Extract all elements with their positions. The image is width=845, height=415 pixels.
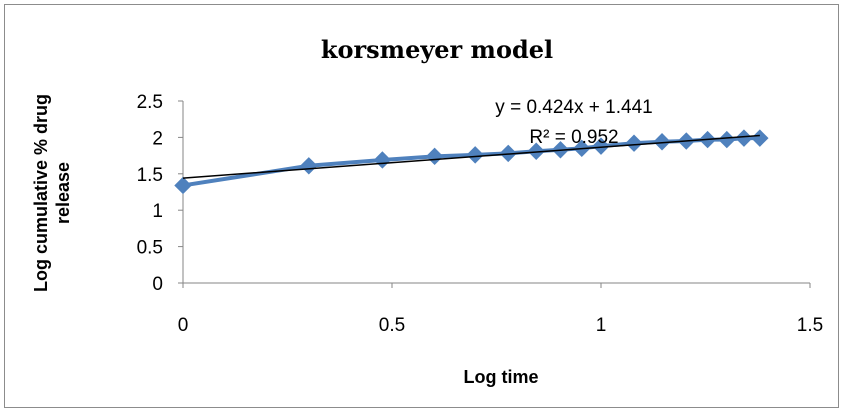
- y-tick-label: 2: [152, 128, 163, 149]
- y-tick-label: 1.5: [137, 165, 163, 186]
- chart-area: korsmeyer model Log cumulative % drug re…: [4, 4, 839, 408]
- series-line: [182, 136, 760, 188]
- data-point: [425, 147, 444, 166]
- data-point: [718, 130, 736, 149]
- y-tick-label: 0: [152, 274, 163, 295]
- y-axis-title: Log cumulative % drug release: [31, 94, 73, 292]
- data-point: [592, 137, 610, 155]
- data-point: [653, 133, 671, 151]
- chart-title: korsmeyer model: [321, 35, 553, 64]
- data-point: [466, 146, 484, 164]
- data-point: [373, 151, 392, 169]
- trendline-equation: y = 0.424x + 1.441: [495, 97, 652, 118]
- data-point: [751, 129, 769, 147]
- chart-svg: korsmeyer model Log cumulative % drug re…: [31, 35, 824, 387]
- data-point: [527, 142, 545, 160]
- data-point: [735, 129, 753, 147]
- data-point: [625, 134, 643, 152]
- trendline: [182, 134, 760, 179]
- series-layer: [174, 129, 769, 195]
- x-axis-title: Log time: [464, 367, 539, 387]
- y-tick-label: 0.5: [137, 238, 163, 259]
- y-axis-title-line-2: release: [53, 162, 73, 224]
- trendline-r2: R² = 0.952: [529, 127, 618, 148]
- x-tick-label: 0: [178, 315, 189, 336]
- x-tick-label: 1.5: [797, 315, 823, 336]
- axes: 0 0.5 1 1.5 2 2.5 0 0.5 1 1.5: [137, 92, 824, 336]
- x-tick-label: 1: [596, 315, 607, 336]
- x-tick-label: 0.5: [379, 315, 405, 336]
- data-point: [174, 176, 192, 195]
- data-point: [300, 157, 318, 175]
- y-axis-title-line-1: Log cumulative % drug: [31, 94, 51, 292]
- trendline-layer: [182, 134, 760, 179]
- y-tick-label: 2.5: [137, 92, 163, 113]
- y-tick-label: 1: [152, 201, 163, 222]
